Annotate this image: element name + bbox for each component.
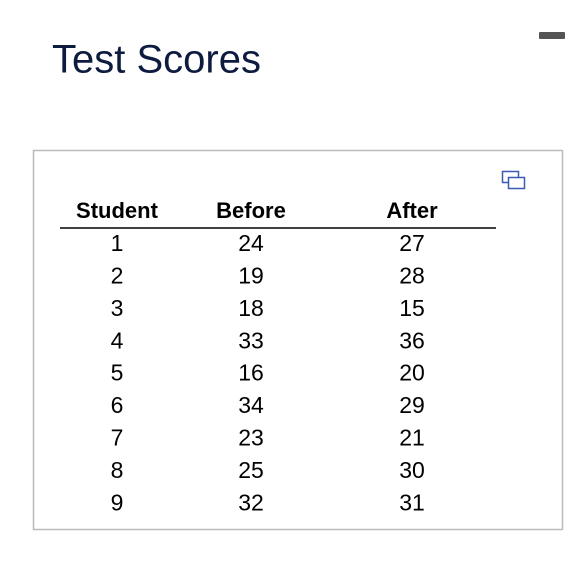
table-cell: 34 — [238, 392, 264, 418]
table-cell: 33 — [238, 327, 264, 353]
table-cell: 32 — [238, 489, 264, 515]
table-cell: 6 — [111, 392, 124, 418]
table-cell: 9 — [111, 489, 124, 515]
table-cell: 20 — [399, 360, 425, 386]
column-header: Before — [216, 198, 286, 223]
table-cell: 4 — [111, 327, 124, 353]
table-cell: 18 — [238, 295, 264, 321]
minimize-button[interactable] — [539, 32, 565, 39]
page-title: Test Scores — [52, 38, 261, 82]
column-header: After — [386, 198, 438, 223]
table-cell: 1 — [111, 230, 124, 256]
table-cell: 19 — [238, 262, 264, 288]
table-cell: 30 — [399, 457, 425, 483]
table-cell: 28 — [399, 262, 425, 288]
table-cell: 21 — [399, 424, 425, 450]
table-cell: 7 — [111, 424, 124, 450]
table-cell: 15 — [399, 295, 425, 321]
table-cell: 27 — [399, 230, 425, 256]
table-cell: 8 — [111, 457, 124, 483]
table-cell: 5 — [111, 360, 124, 386]
table-cell: 24 — [238, 230, 264, 256]
copy-button[interactable] — [501, 170, 526, 190]
table-cell: 23 — [238, 424, 264, 450]
table-cell: 31 — [399, 489, 425, 515]
table-cell: 16 — [238, 360, 264, 386]
column-header: Student — [76, 198, 159, 223]
table-cell: 3 — [111, 295, 124, 321]
table-cell: 25 — [238, 457, 264, 483]
table-cell: 29 — [399, 392, 425, 418]
table-cell: 36 — [399, 327, 425, 353]
table-panel — [32, 149, 564, 531]
table-cell: 2 — [111, 262, 124, 288]
